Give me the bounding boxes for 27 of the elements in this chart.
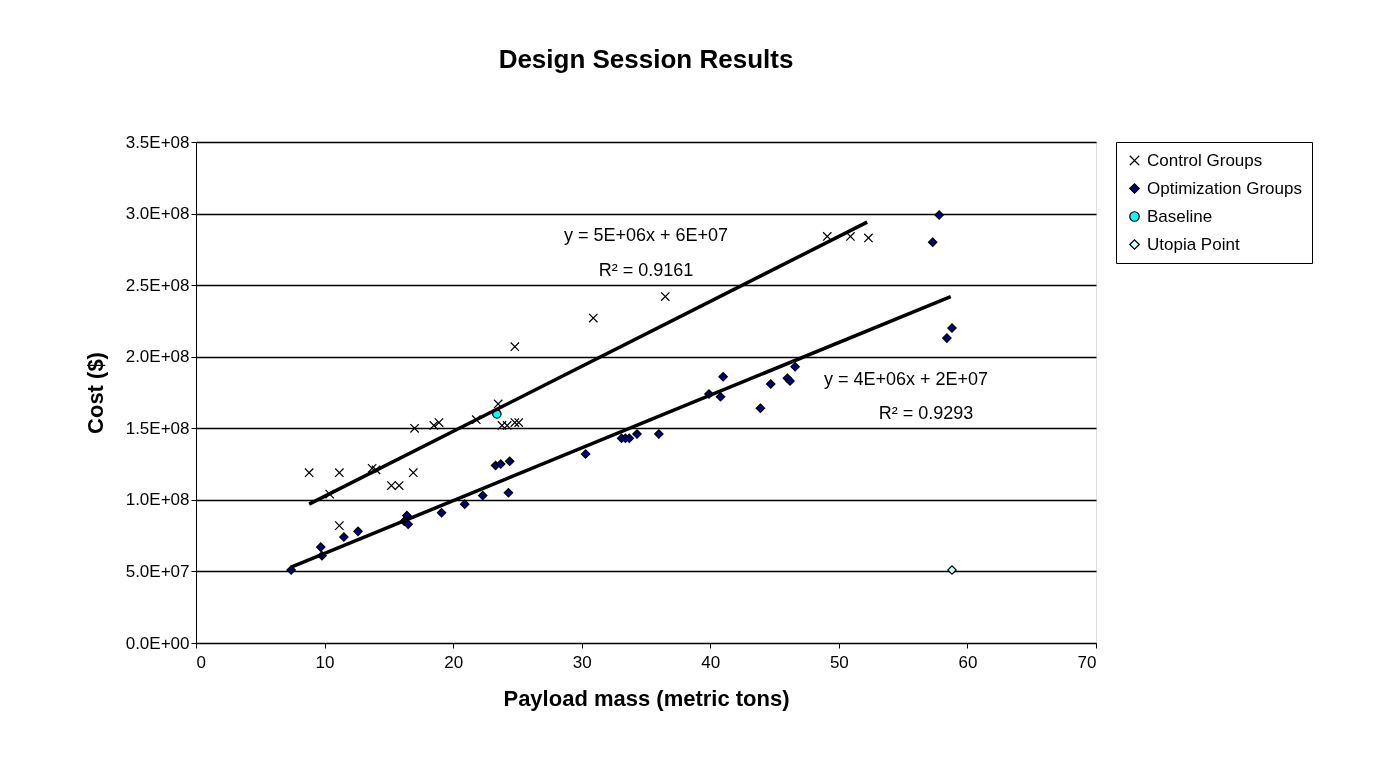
x-tick-label: 0 (196, 652, 206, 672)
x-tick-label: 30 (572, 652, 592, 672)
x-tick-label: 40 (701, 652, 721, 672)
x-tick-label: 70 (1077, 652, 1097, 672)
x-tick-label: 10 (315, 652, 335, 672)
x-tick-label: 50 (829, 652, 849, 672)
chart-title: Design Session Results (498, 44, 794, 74)
y-tick-label: 1.0E+08 (125, 490, 190, 510)
annotation: y = 5E+06x + 6E+07 (563, 225, 729, 245)
annotation: R² = 0.9161 (598, 260, 694, 280)
y-tick-label: 1.5E+08 (125, 418, 190, 438)
y-tick-label: 2.0E+08 (125, 347, 190, 367)
y-tick-label: 3.5E+08 (125, 132, 190, 152)
x-axis-title: Payload mass (metric tons) (503, 685, 790, 711)
y-tick-label: 3.0E+08 (125, 204, 190, 224)
legend-label: Control Groups (1147, 150, 1263, 170)
y-tick-label: 2.5E+08 (125, 275, 190, 295)
legend-label: Optimization Groups (1147, 178, 1302, 198)
x-tick-label: 60 (958, 652, 978, 672)
y-tick-label: 0.0E+00 (125, 633, 190, 653)
annotation: y = 4E+06x + 2E+07 (823, 369, 989, 389)
y-tick-label: 5.0E+07 (125, 561, 190, 581)
legend-label: Baseline (1147, 206, 1213, 226)
legend-label: Utopia Point (1147, 234, 1240, 254)
annotation: R² = 0.9293 (878, 403, 974, 423)
y-axis-title: Cost ($) (82, 352, 108, 434)
x-tick-label: 20 (444, 652, 464, 672)
